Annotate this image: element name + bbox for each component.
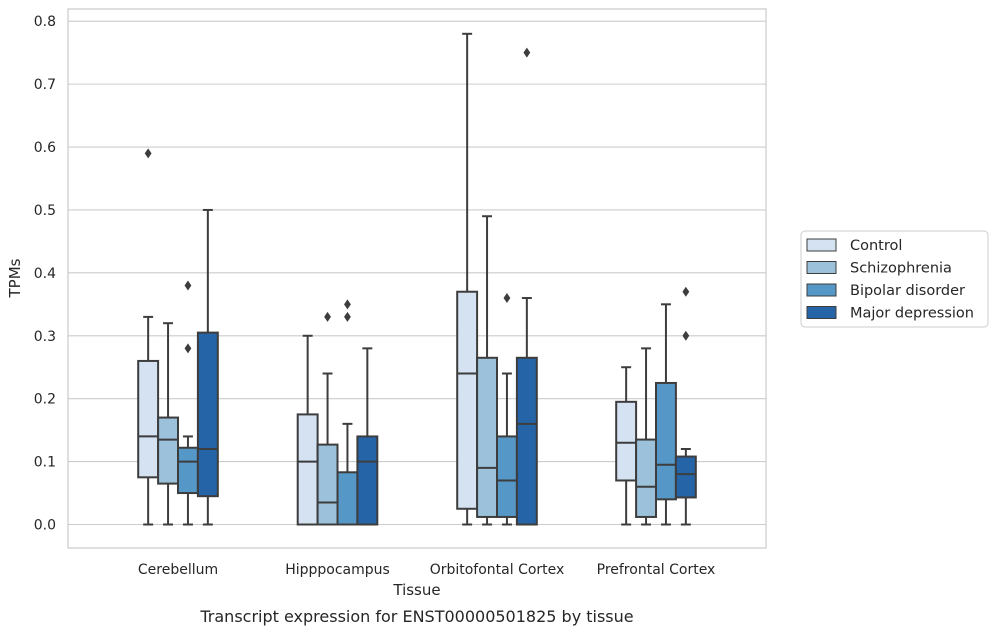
box-body <box>137 359 160 479</box>
box-major-depression <box>356 347 379 526</box>
x-tick-label: Prefrontal Cortex <box>597 562 716 578</box>
x-tick-label: Cerebellum <box>138 562 218 578</box>
box-body <box>157 416 180 485</box>
y-tick-label: 0.7 <box>34 77 56 93</box>
box-control <box>456 32 479 526</box>
outlier-point <box>144 148 152 159</box>
y-tick-label: 0.5 <box>34 203 56 219</box>
y-tick-label: 0.6 <box>34 140 56 156</box>
legend-frame <box>800 230 989 328</box>
x-tick-labels: Cerebellum Hipppocampus Orbitofontal Corte… <box>138 562 715 578</box>
box-schizophrenia <box>157 322 180 526</box>
x-axis-title: Tissue <box>392 581 440 599</box>
y-tick-labels: 0.0 0.1 0.2 0.3 0.4 0.5 0.6 0.7 0.8 <box>34 14 56 533</box>
box-body <box>356 435 379 526</box>
legend-label: Bipolar disorder <box>850 283 965 299</box>
outlier-point <box>324 311 331 322</box>
box-schizophrenia <box>635 347 657 526</box>
box-body <box>456 290 479 510</box>
box-body <box>655 381 677 501</box>
legend: Control Schizophrenia Bipolar disorder Majo… <box>800 230 989 328</box>
legend-label: Major depression <box>850 306 974 322</box>
box-bipolar-disorder <box>655 303 677 526</box>
box-schizophrenia <box>316 311 339 526</box>
box-major-depression <box>196 208 219 526</box>
box-body <box>177 446 199 495</box>
legend-label: Control <box>850 238 902 254</box>
chart-caption: Transcript expression for ENST0000050182… <box>199 607 633 626</box>
box-body <box>336 471 359 526</box>
box-body <box>515 356 538 526</box>
x-tick-label: Hipppocampus <box>285 562 390 578</box>
box-series <box>137 32 697 526</box>
outlier-point <box>682 286 690 297</box>
box-body <box>635 438 657 518</box>
y-tick-label: 0.4 <box>34 266 56 282</box>
box-body <box>196 331 219 498</box>
outlier-point <box>184 280 192 291</box>
box-body <box>496 435 518 518</box>
legend-swatch <box>806 238 837 252</box>
box-body <box>615 400 638 482</box>
legend-swatch <box>806 283 837 297</box>
outlier-point <box>682 330 690 341</box>
y-tick-label: 0.1 <box>34 455 56 471</box>
y-tick-label: 0.2 <box>34 392 56 408</box>
legend-swatch <box>806 261 837 274</box>
y-axis-title: TPMs <box>6 258 24 298</box>
y-tick-label: 0.3 <box>34 329 56 345</box>
outlier-point <box>523 47 531 58</box>
y-tick-label: 0.8 <box>34 14 56 30</box>
outlier-point <box>503 293 511 304</box>
x-tick-label: Orbitofontal Cortex <box>430 562 565 578</box>
legend-label: Schizophrenia <box>850 261 952 277</box>
box-body <box>316 443 339 526</box>
legend-swatch <box>806 306 837 319</box>
y-tick-label: 0.0 <box>34 518 56 534</box>
box-body <box>296 413 319 526</box>
outlier-point <box>344 311 351 322</box>
outlier-point <box>184 343 192 354</box>
box-body <box>476 356 499 518</box>
box-body <box>674 455 697 499</box>
box-major-depression <box>515 47 538 526</box>
box-major-depression <box>674 286 697 526</box>
plot-frame <box>67 8 767 549</box>
outlier-point <box>344 299 351 310</box>
